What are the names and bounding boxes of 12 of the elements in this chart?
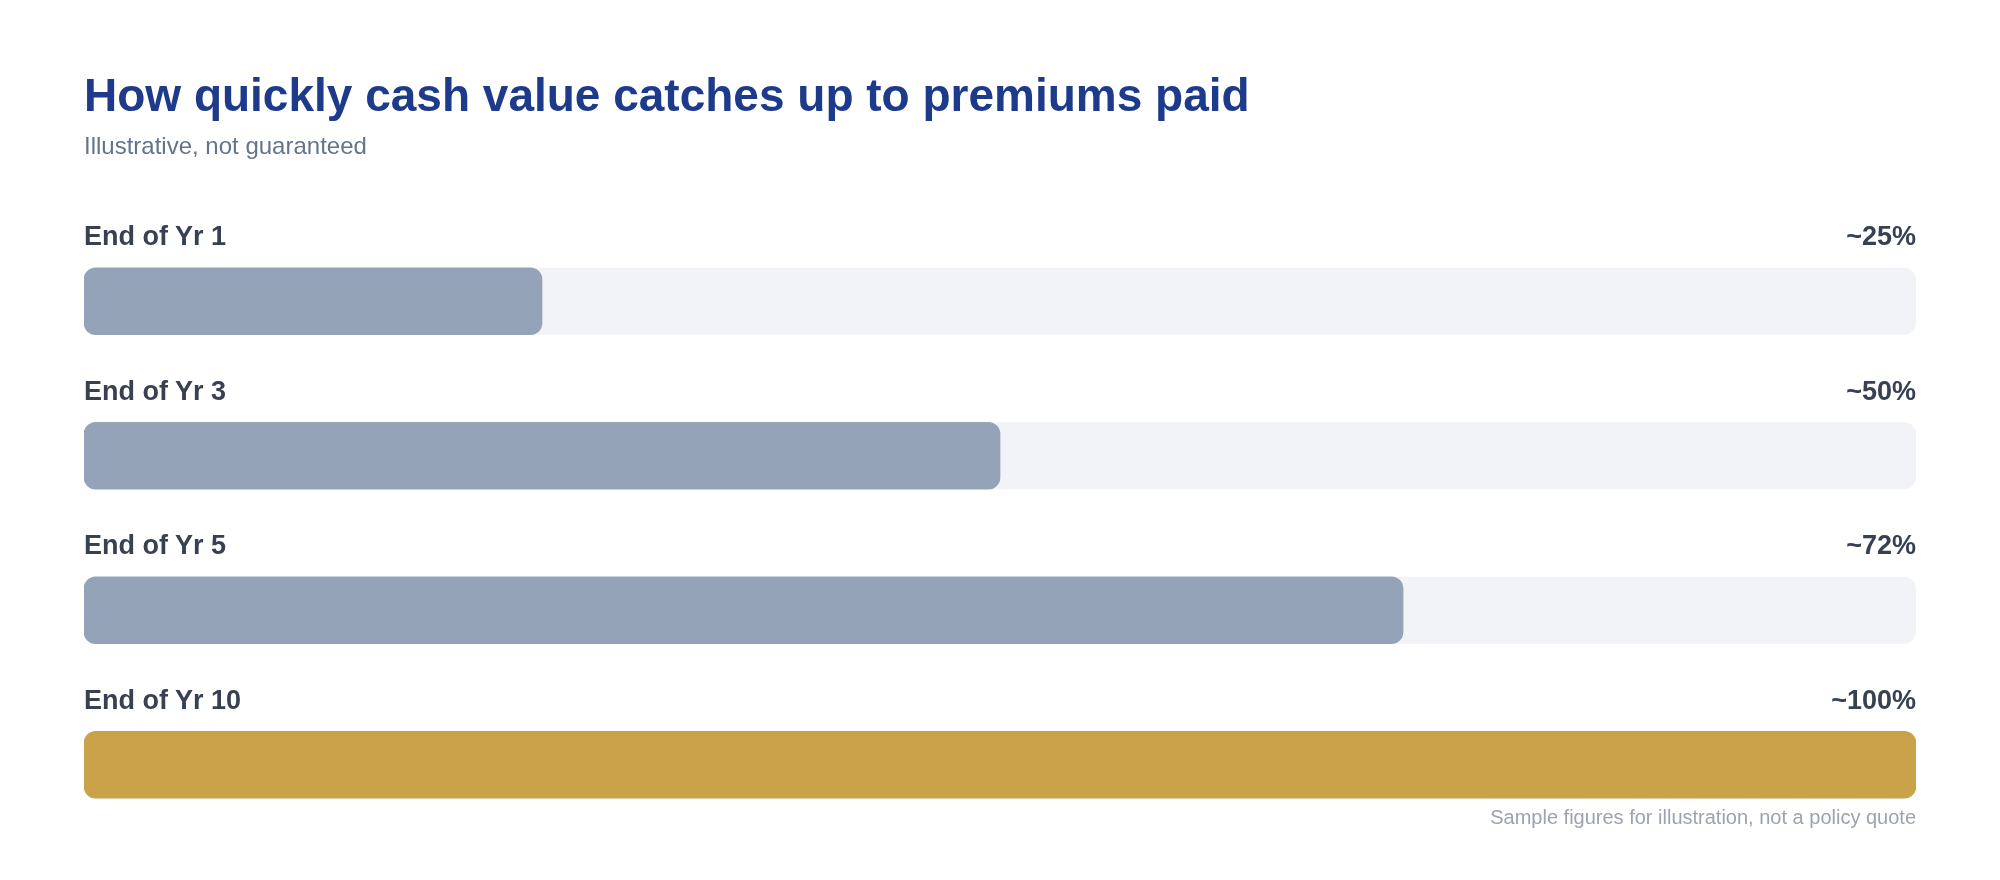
- y-tick-label: End of Yr 10: [84, 684, 242, 715]
- data-label: ~72%: [1846, 530, 1916, 561]
- y-tick-label: End of Yr 1: [84, 221, 227, 252]
- data-label: ~25%: [1846, 221, 1916, 252]
- chart-subtitle: Illustrative, not guaranteed: [84, 132, 367, 160]
- text: Sample figures for illustration, not a policy quote: [1490, 806, 1916, 829]
- bar: [84, 267, 543, 336]
- y-tick-label: End of Yr 5: [84, 530, 227, 561]
- data-label: ~100%: [1831, 684, 1916, 715]
- data-label: ~50%: [1846, 375, 1916, 406]
- y-tick-label: End of Yr 3: [84, 375, 227, 406]
- chart-title: How quickly cash value catches up to premiums paid: [84, 68, 1250, 122]
